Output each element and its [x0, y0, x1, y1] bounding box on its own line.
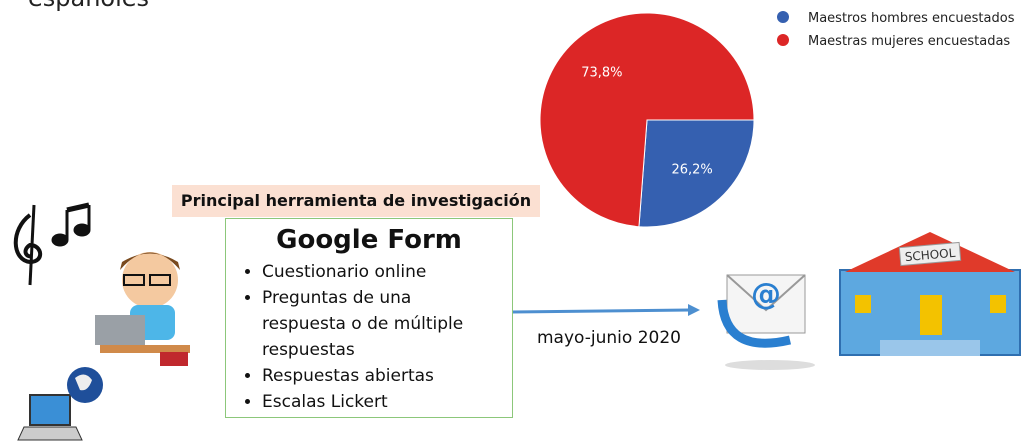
- svg-text:@: @: [751, 277, 781, 312]
- tool-heading: Google Form: [276, 225, 462, 255]
- school-icon: [839, 232, 1021, 356]
- pie-chart: 26,2% 73,8%: [539, 12, 755, 228]
- header-fragment: españoles: [28, 0, 149, 12]
- legend-label: Maestros hombres encuestados: [808, 11, 1015, 26]
- person-icon: [95, 252, 190, 366]
- tool-box: Google Form Cuestionario onlinePreguntas…: [225, 218, 513, 418]
- arrow: [511, 304, 700, 316]
- legend-swatch: [777, 11, 789, 23]
- slice-label: 73,8%: [581, 65, 622, 80]
- laptop-icon: [17, 367, 103, 441]
- legend-swatch: [777, 34, 789, 46]
- slice-label: 26,2%: [671, 163, 712, 178]
- music-icon: [13, 202, 91, 286]
- legend-label: Maestras mujeres encuestadas: [808, 34, 1010, 49]
- bullet: Respuestas abiertas: [262, 363, 482, 389]
- pie-slice: [539, 12, 755, 228]
- bullet: Preguntas de una respuesta o de múltiple…: [262, 285, 482, 363]
- school-sign: SCHOOL: [904, 246, 956, 264]
- bullet: Cuestionario online: [262, 259, 482, 285]
- tool-title: Principal herramienta de investigación: [172, 185, 540, 217]
- email-icon: @: [717, 274, 815, 370]
- pie-slice: [638, 119, 755, 228]
- arrow-label: mayo-junio 2020: [537, 328, 681, 348]
- bullet-list: Cuestionario onlinePreguntas de una resp…: [226, 259, 482, 415]
- bullet: Escalas Lickert: [262, 389, 482, 415]
